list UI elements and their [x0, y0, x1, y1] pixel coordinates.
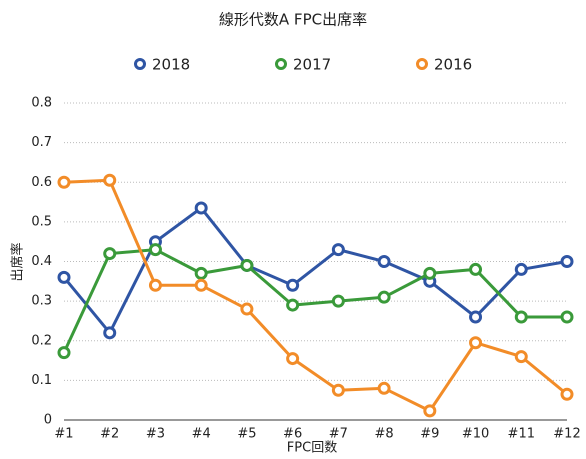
data-point	[514, 350, 528, 364]
legend-marker	[134, 58, 146, 70]
data-point	[240, 302, 254, 316]
x-axis-label: FPC回数	[287, 441, 337, 456]
series-line	[62, 206, 568, 335]
data-point	[514, 262, 528, 276]
legend-marker	[275, 58, 287, 70]
x-tick-label: #9	[420, 427, 439, 442]
data-point	[103, 173, 117, 187]
data-point	[286, 298, 300, 312]
series-line	[63, 178, 568, 413]
x-tick-label: #6	[283, 427, 302, 442]
legend-label: 2017	[293, 56, 331, 74]
x-tick-label: #7	[329, 427, 348, 442]
data-point	[148, 278, 162, 292]
data-point	[331, 243, 345, 257]
y-tick-label: 0.1	[31, 373, 52, 388]
data-point	[286, 278, 300, 292]
x-tick-label: #11	[508, 427, 535, 442]
data-point	[377, 255, 391, 268]
data-point	[423, 404, 437, 418]
series-line	[62, 248, 567, 354]
chart-title: 線形代数A FPC出席率	[219, 11, 367, 29]
data-point	[469, 262, 483, 276]
data-point	[286, 352, 300, 366]
data-point	[469, 310, 483, 324]
x-tick-label: #10	[462, 427, 489, 442]
data-point	[331, 294, 345, 308]
data-point	[103, 326, 117, 340]
x-tick-label: #1	[54, 427, 73, 442]
data-point	[194, 278, 208, 292]
data-point	[423, 266, 437, 280]
data-point	[57, 175, 71, 189]
data-point	[148, 243, 162, 257]
data-point	[469, 336, 483, 350]
y-tick-label: 0.8	[31, 96, 52, 111]
x-tick-label: #5	[237, 427, 256, 442]
x-tick-label: #8	[375, 427, 394, 442]
legend-label: 2016	[434, 56, 472, 74]
data-point	[240, 258, 254, 272]
y-tick-label: 0.5	[31, 214, 52, 229]
legend-marker	[416, 58, 428, 70]
data-point	[194, 201, 208, 215]
y-tick-label: 0	[44, 413, 52, 428]
data-point	[377, 290, 391, 304]
y-axis-label: 出席率	[10, 242, 26, 281]
y-tick-label: 0.6	[31, 175, 52, 190]
data-point	[57, 346, 71, 360]
data-point	[377, 381, 391, 395]
data-point	[57, 270, 71, 284]
data-point	[331, 383, 345, 397]
data-point	[514, 310, 528, 324]
y-tick-label: 0.3	[31, 294, 52, 309]
x-tick-label: #12	[553, 427, 580, 442]
y-tick-label: 0.2	[31, 333, 52, 348]
y-tick-label: 0.4	[31, 254, 52, 269]
data-point	[560, 387, 574, 401]
x-tick-label: #4	[192, 427, 211, 442]
x-tick-label: #2	[100, 427, 119, 442]
y-tick-label: 0.7	[31, 135, 52, 150]
data-point	[103, 247, 117, 261]
data-point	[560, 310, 574, 324]
legend-label: 2018	[152, 56, 190, 74]
data-point	[560, 255, 574, 268]
x-tick-label: #3	[146, 427, 165, 442]
data-point	[194, 266, 208, 280]
